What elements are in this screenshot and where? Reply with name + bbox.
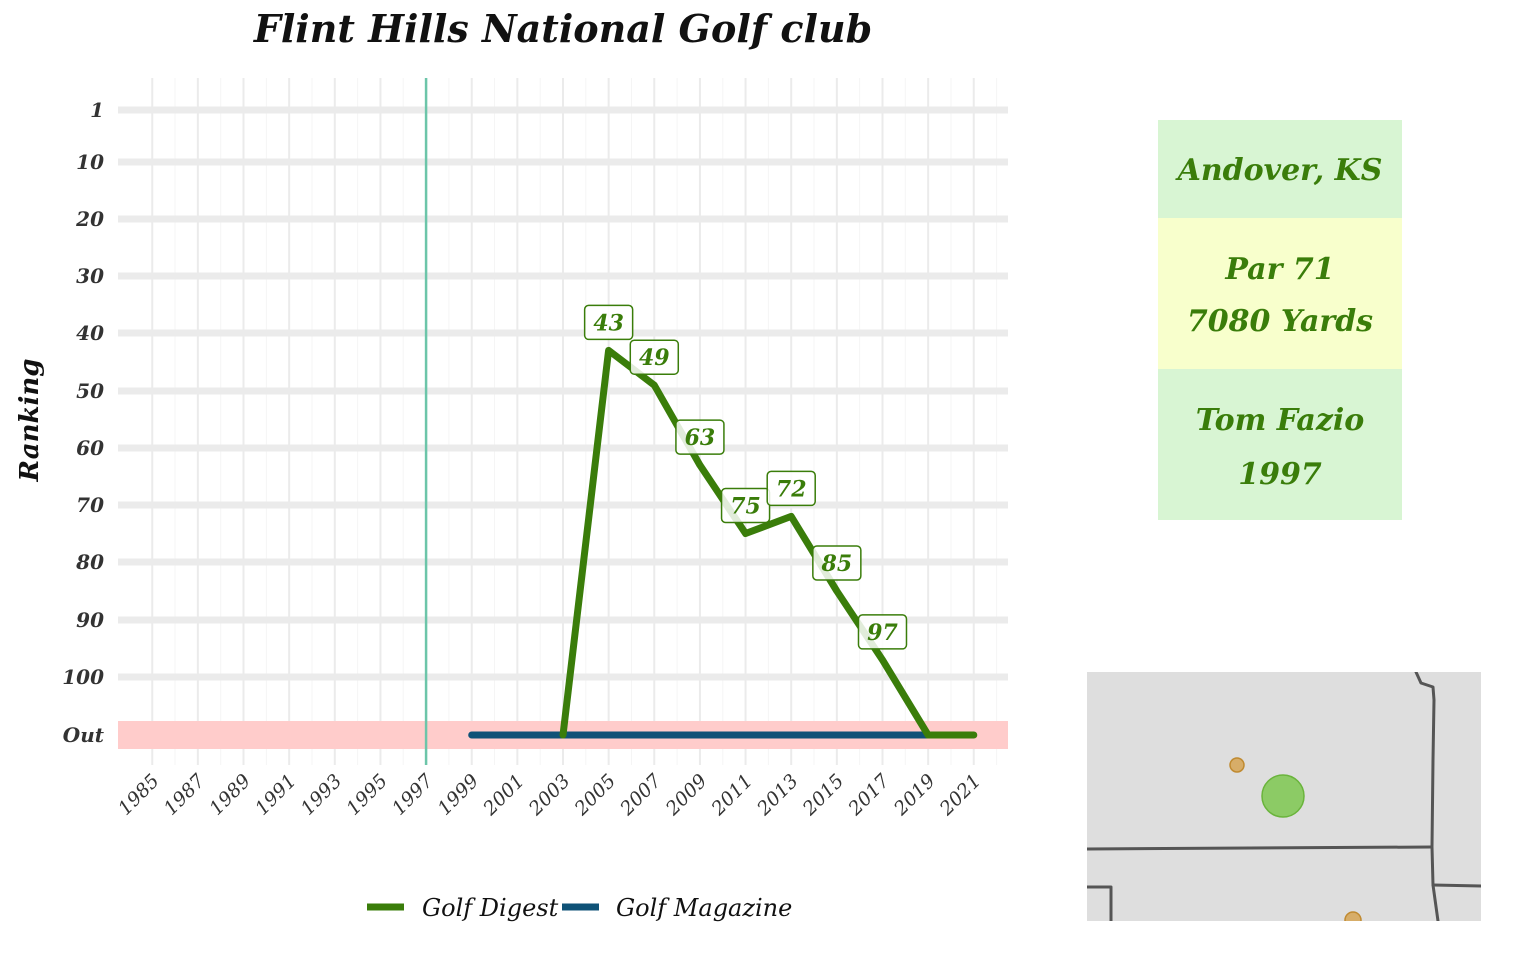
location-text: Andover, KS xyxy=(1175,153,1383,188)
x-tick-label-2013: 2013 xyxy=(752,770,802,820)
y-tick-label-50: 50 xyxy=(76,379,104,403)
map-markers xyxy=(1229,757,1362,921)
x-tick-label-1987: 1987 xyxy=(160,769,210,819)
data-label-text: 85 xyxy=(821,551,853,577)
x-tick-label-2019: 2019 xyxy=(889,770,939,820)
par-text: Par 71 xyxy=(1224,252,1334,287)
data-label-text: 63 xyxy=(685,425,716,451)
other-course-marker xyxy=(1344,911,1362,921)
data-label-2013: 72 xyxy=(766,470,816,507)
y-tick-label-1: 1 xyxy=(90,98,104,122)
data-label-2011: 75 xyxy=(720,487,771,524)
state-border-southeast xyxy=(1431,883,1481,888)
x-tick-label-2005: 2005 xyxy=(570,770,620,820)
x-tick-label-1989: 1989 xyxy=(205,770,255,820)
plot-area: 43 49 63 75 72 85 97 1 10 20 30 40 50 60 70 80 90 100 Out… xyxy=(62,78,1008,820)
y-tick-label-70: 70 xyxy=(76,493,104,517)
x-tick-label-2009: 2009 xyxy=(661,770,711,820)
x-tick-label-2011: 2011 xyxy=(707,770,757,820)
y-tick-label-Out: Out xyxy=(63,723,105,747)
data-label-text: 43 xyxy=(593,310,624,336)
gridlines xyxy=(118,78,1008,765)
architect-text: Tom Fazio xyxy=(1196,403,1365,438)
y-tick-label-60: 60 xyxy=(76,436,104,460)
y-tick-label-100: 100 xyxy=(62,665,104,689)
x-tick-label-2003: 2003 xyxy=(524,770,574,820)
course-info-card: Andover, KS Par 71 7080 Yards Tom Fazio … xyxy=(1158,120,1402,520)
data-label-2017: 97 xyxy=(857,614,908,650)
x-axis-ticks: 1985198719891991199319951997199920012003… xyxy=(114,769,985,820)
data-label-2005: 43 xyxy=(583,304,634,341)
data-label-box xyxy=(583,304,634,341)
data-label-text: 75 xyxy=(730,494,761,520)
y-tick-label-40: 40 xyxy=(76,321,104,345)
yards-text: 7080 Yards xyxy=(1187,304,1373,339)
data-label-box xyxy=(857,614,908,650)
x-tick-label-1993: 1993 xyxy=(297,770,347,820)
legend-label-golf-magazine: Golf Magazine xyxy=(616,894,792,922)
x-tick-label-1991: 1991 xyxy=(251,770,301,820)
x-tick-label-2021: 2021 xyxy=(935,770,985,820)
other-course-marker xyxy=(1229,757,1245,773)
state-border-south xyxy=(1087,845,1433,851)
x-tick-label-2007: 2007 xyxy=(615,769,666,820)
state-border-east xyxy=(1414,672,1440,921)
y-tick-label-90: 90 xyxy=(76,608,104,632)
x-tick-label-1995: 1995 xyxy=(342,770,392,820)
architect-band xyxy=(1158,369,1402,520)
location-band xyxy=(1158,120,1402,218)
course-stats-band xyxy=(1158,218,1402,369)
data-label-box xyxy=(812,545,862,581)
data-label-box xyxy=(675,419,725,455)
x-tick-label-2015: 2015 xyxy=(798,770,848,820)
built-year-text: 1997 xyxy=(1238,457,1322,492)
data-label-text: 97 xyxy=(867,620,898,646)
legend: Golf Digest Golf Magazine xyxy=(367,894,792,922)
y-axis-label: Ranking xyxy=(15,359,45,483)
state-border-southwest xyxy=(1087,885,1113,921)
chart-title: Flint Hills National Golf club xyxy=(253,6,872,51)
y-tick-label-80: 80 xyxy=(75,550,104,574)
data-label-text: 72 xyxy=(776,476,807,502)
data-label-box xyxy=(766,470,816,507)
data-label-2009: 63 xyxy=(675,419,725,455)
y-tick-label-20: 20 xyxy=(75,207,104,231)
x-tick-label-1997: 1997 xyxy=(388,769,438,819)
data-label-2007: 49 xyxy=(629,339,680,375)
location-map xyxy=(1087,672,1481,921)
y-tick-label-10: 10 xyxy=(76,150,104,174)
data-label-2015: 85 xyxy=(812,545,862,581)
legend-label-golf-digest: Golf Digest xyxy=(422,894,559,922)
course-location-marker xyxy=(1261,774,1305,818)
data-labels-layer: 43 49 63 75 72 85 97 xyxy=(583,304,908,650)
y-axis-ticks: 1 10 20 30 40 50 60 70 80 90 100 Out xyxy=(62,98,105,747)
y-tick-label-30: 30 xyxy=(76,264,104,288)
data-label-box xyxy=(629,339,680,375)
x-tick-label-1999: 1999 xyxy=(434,770,484,820)
x-tick-label-2017: 2017 xyxy=(844,769,895,820)
x-tick-label-1985: 1985 xyxy=(114,770,164,820)
x-tick-label-2001: 2001 xyxy=(478,770,528,820)
data-label-text: 49 xyxy=(639,345,670,371)
map-borders xyxy=(1087,672,1481,921)
